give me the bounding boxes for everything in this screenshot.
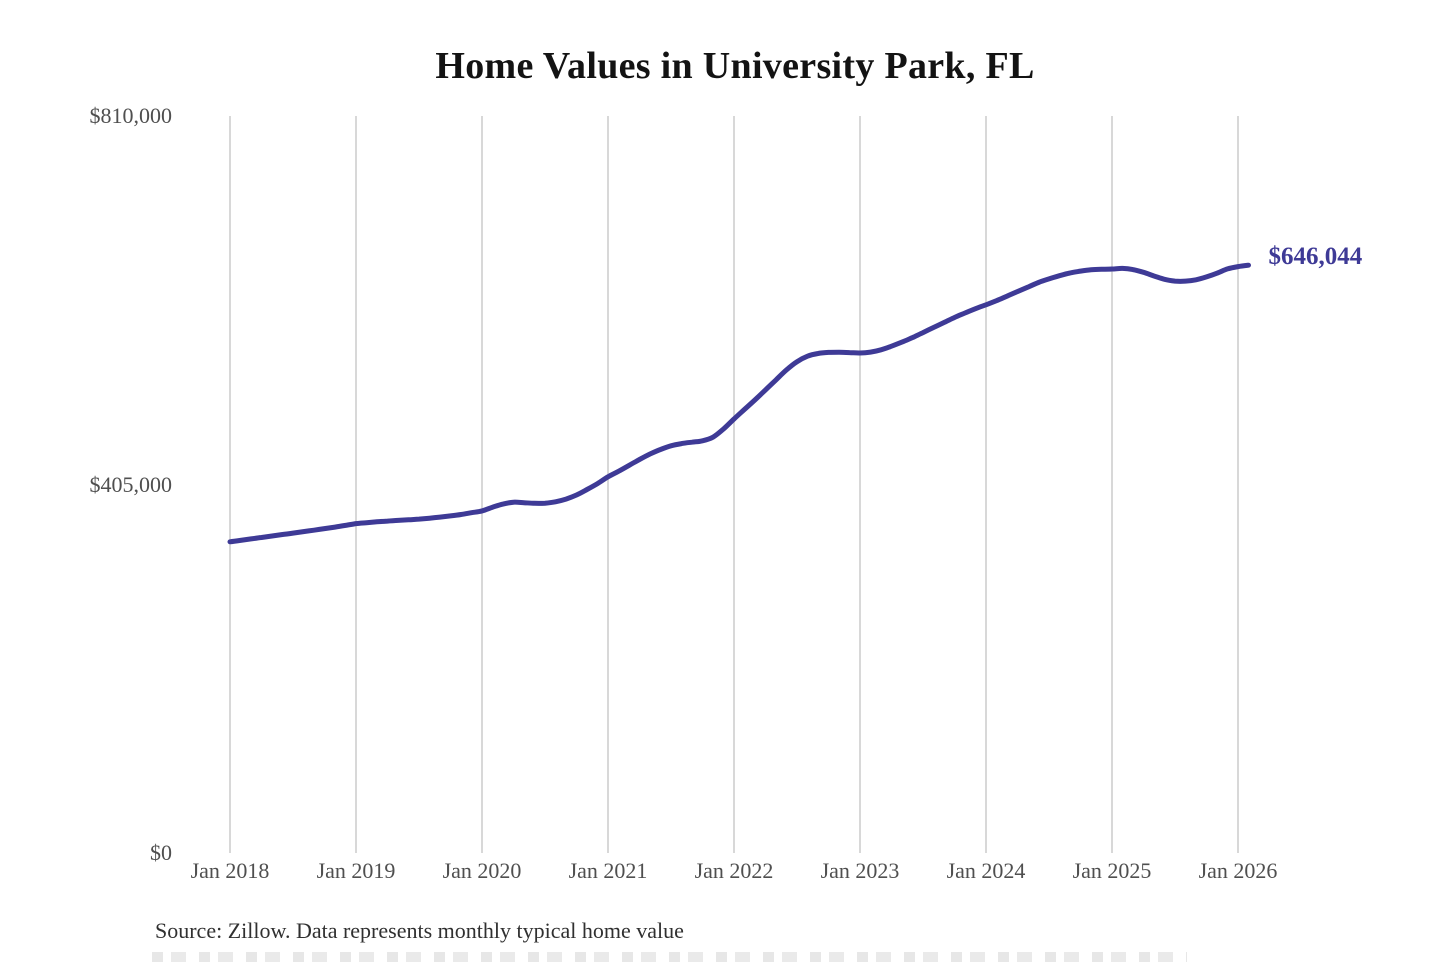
x-axis-label-jan-2024: Jan 2024 bbox=[946, 858, 1026, 883]
x-axis-label-jan-2019: Jan 2019 bbox=[316, 858, 396, 883]
y-axis-label-810000: $810,000 bbox=[89, 103, 173, 128]
x-axis-label-jan-2022: Jan 2022 bbox=[694, 858, 774, 883]
x-axis-label-jan-2018: Jan 2018 bbox=[190, 858, 270, 883]
y-axis-label-0: $0 bbox=[150, 840, 172, 865]
gridlines-group bbox=[229, 116, 1239, 853]
home-value-line bbox=[227, 262, 1251, 545]
end-value-label: $646,044 bbox=[1268, 243, 1363, 271]
y-axis-label-405000: $405,000 bbox=[89, 471, 173, 497]
x-axis-label-jan-2025: Jan 2025 bbox=[1072, 858, 1152, 883]
source-note: Source: Zillow. Data represents monthly … bbox=[155, 918, 684, 943]
x-axis-label-jan-2021: Jan 2021 bbox=[568, 858, 648, 883]
clipped-text-remnant bbox=[152, 952, 1187, 962]
page-title: Home Values in University Park, FL bbox=[435, 45, 1035, 87]
x-axis-label-jan-2023: Jan 2023 bbox=[820, 858, 900, 883]
x-axis-label-jan-2026: Jan 2026 bbox=[1198, 858, 1278, 883]
x-axis-label-jan-2020: Jan 2020 bbox=[442, 858, 522, 883]
